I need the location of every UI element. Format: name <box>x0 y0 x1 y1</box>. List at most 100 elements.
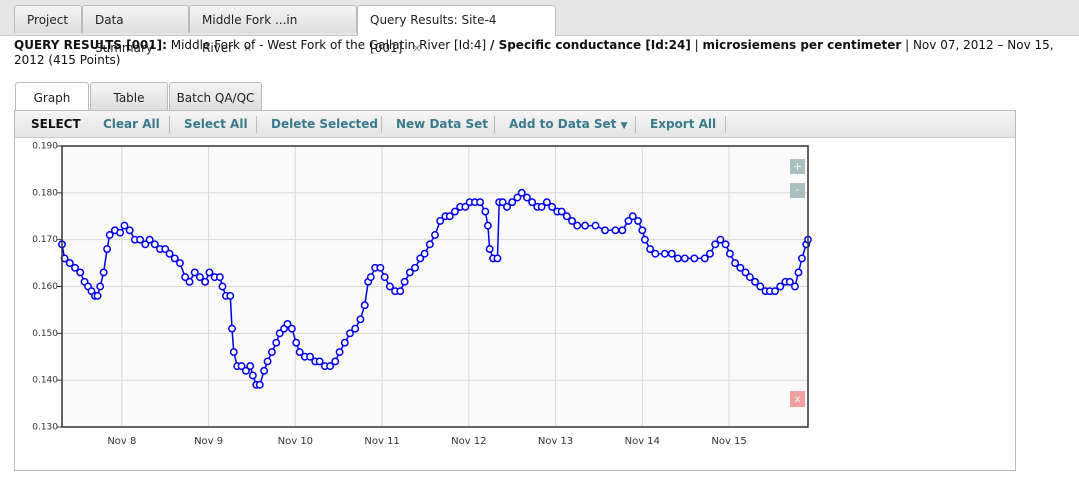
data-point <box>797 254 806 263</box>
series <box>58 188 812 389</box>
data-point <box>548 202 557 211</box>
header-part: / Specific conductance [Id:24] <box>490 38 691 52</box>
data-point <box>181 273 190 282</box>
toolbar-button[interactable]: Add to Data Set ▼ <box>509 111 628 137</box>
separator <box>494 116 495 133</box>
toolbar-button[interactable]: New Data Set <box>396 117 489 131</box>
close-icon[interactable]: ✕ <box>243 42 253 55</box>
data-point <box>103 245 112 253</box>
data-point <box>528 198 537 207</box>
data-point <box>646 245 655 253</box>
data-point <box>105 231 114 239</box>
data-point <box>680 254 689 263</box>
toolbar-button[interactable]: Clear All <box>103 117 160 131</box>
data-point <box>185 277 194 286</box>
zoom-in-button[interactable] <box>790 159 805 174</box>
data-point <box>745 273 754 282</box>
data-point <box>226 291 235 300</box>
x-tick-label: Nov 11 <box>364 436 399 447</box>
data-point <box>638 226 647 235</box>
y-tick-label: 0.130 <box>32 423 58 433</box>
axes: 0.130 0.140 0.150 0.160 0.170 0.180 0.190 Nov 8… <box>32 142 747 448</box>
subtab[interactable]: Batch QA/QC <box>169 82 262 110</box>
data-point <box>263 357 272 366</box>
data-point <box>65 259 74 268</box>
data-point <box>326 362 334 371</box>
data-point <box>366 273 375 282</box>
data-point <box>431 231 439 239</box>
data-point <box>116 228 125 237</box>
data-point <box>498 198 507 207</box>
data-point <box>205 268 214 277</box>
toolbar-button[interactable]: Select All <box>184 117 248 131</box>
data-point <box>721 240 730 249</box>
data-point <box>791 282 799 291</box>
data-point <box>445 212 454 221</box>
y-tick-label: 0.190 <box>32 142 58 152</box>
data-point <box>283 320 292 328</box>
close-icon[interactable]: ✕ <box>412 42 422 55</box>
tab-label: Data Summary <box>95 13 153 55</box>
header-part: microsiemens per centimeter <box>702 38 902 52</box>
x-tick-label: Nov 14 <box>625 436 660 447</box>
data-point <box>215 273 224 282</box>
data-point <box>611 226 620 235</box>
data-point <box>150 240 159 249</box>
data-point <box>542 198 551 207</box>
data-point <box>756 282 765 291</box>
data-point <box>618 226 627 235</box>
toolbar: SELECT Clear All Select All Delete Selec… <box>15 111 1015 138</box>
data-point <box>420 249 429 258</box>
data-point <box>634 216 642 225</box>
x-tick-label: Nov 9 <box>194 436 223 447</box>
data-point <box>125 226 134 235</box>
data-point <box>356 315 365 324</box>
dropdown-icon: ▼ <box>620 121 628 131</box>
x-tick-label: Nov 15 <box>711 436 746 447</box>
data-point <box>673 254 682 263</box>
zoom-out-label: - <box>796 183 800 196</box>
tab[interactable]: Project <box>14 5 82 33</box>
data-point <box>96 282 105 291</box>
data-point <box>400 277 409 286</box>
subtab-label: Graph <box>33 91 71 105</box>
zoom-out-button[interactable] <box>790 183 805 198</box>
data-point <box>385 282 394 291</box>
header-part: Nov 07, 2012 – Nov 15, 2012 (415 Points) <box>14 38 1054 67</box>
x-tick-label: Nov 8 <box>107 436 136 447</box>
data-point <box>176 259 184 268</box>
data-point <box>700 254 709 263</box>
close-chart-button[interactable] <box>790 391 805 407</box>
data-point <box>667 249 676 258</box>
data-point <box>170 254 179 263</box>
subtab[interactable]: Graph <box>15 82 89 111</box>
data-point <box>165 249 174 258</box>
data-point <box>346 329 354 338</box>
tab-active[interactable]: Query Results: Site-4 [001] ✕ <box>357 5 556 55</box>
header-part: | <box>905 38 910 52</box>
data-point <box>508 198 517 207</box>
data-point <box>411 263 419 272</box>
graph-panel <box>14 110 1016 471</box>
subtab[interactable]: Table <box>90 82 168 110</box>
subtab-label: Table <box>113 91 145 105</box>
tab-label: Query Results: Site-4 [001] <box>370 13 497 55</box>
data-point <box>405 268 414 277</box>
tab[interactable]: Data Summary <box>82 5 189 55</box>
data-point <box>513 193 522 202</box>
tab[interactable]: Middle Fork ...in River ✕ <box>189 5 357 55</box>
data-point <box>690 254 699 263</box>
data-point <box>93 291 102 300</box>
data-point <box>485 245 494 253</box>
data-point <box>71 263 79 272</box>
data-point <box>228 324 236 333</box>
data-point <box>190 268 199 277</box>
data-point <box>120 221 129 230</box>
separator <box>169 116 170 133</box>
toolbar-button[interactable]: Delete Selected <box>271 117 379 131</box>
toolbar-button[interactable]: Export All <box>650 117 717 131</box>
data-point <box>248 371 257 380</box>
data-point <box>331 357 340 366</box>
data-point <box>751 277 760 286</box>
